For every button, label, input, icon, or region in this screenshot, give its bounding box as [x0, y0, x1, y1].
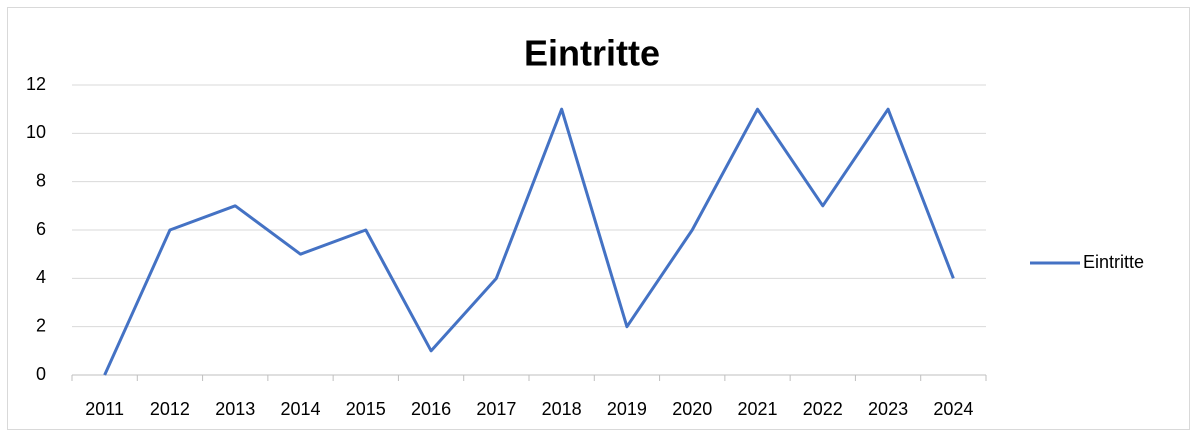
- y-tick-label: 0: [36, 364, 46, 384]
- x-tick-label: 2017: [476, 399, 516, 419]
- y-tick-label: 6: [36, 219, 46, 239]
- y-tick-label: 10: [26, 122, 46, 142]
- data-line: [103, 107, 955, 376]
- x-tick-label: 2021: [737, 399, 777, 419]
- x-tick-label: 2013: [215, 399, 255, 419]
- x-tick-label: 2015: [346, 399, 386, 419]
- x-tick-label: 2019: [607, 399, 647, 419]
- legend-label: Eintritte: [1083, 252, 1144, 272]
- x-tick-label: 2012: [150, 399, 190, 419]
- x-tick-label: 2016: [411, 399, 451, 419]
- x-tick-label: 2011: [85, 399, 124, 419]
- chart-title: Eintritte: [524, 33, 660, 74]
- x-tick-label: 2014: [280, 399, 320, 419]
- x-tick-label: 2023: [868, 399, 908, 419]
- x-tick-label: 2024: [933, 399, 973, 419]
- y-tick-label: 4: [36, 267, 46, 287]
- x-tick-label: 2018: [542, 399, 582, 419]
- y-tick-label: 8: [36, 170, 46, 190]
- x-tick-label: 2022: [803, 399, 843, 419]
- x-tick-label: 2020: [672, 399, 712, 419]
- y-tick-label: 12: [26, 74, 46, 94]
- y-tick-label: 2: [36, 315, 46, 335]
